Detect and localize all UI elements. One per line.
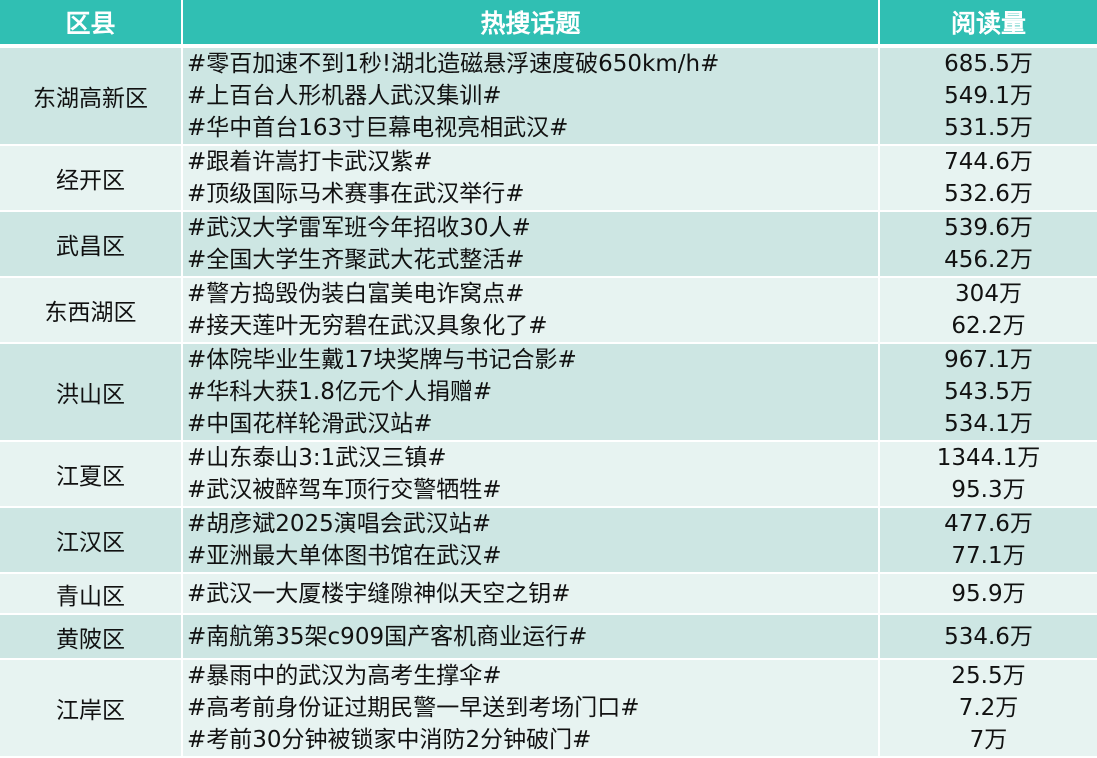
- read-count: 534.1万: [944, 411, 1033, 437]
- read-count: 685.5万: [944, 51, 1033, 77]
- topic-text: #考前30分钟被锁家中消防2分钟破门#: [187, 727, 592, 753]
- topic-text: #零百加速不到1秒!湖北造磁悬浮速度破650km/h#: [187, 51, 720, 77]
- topics-cell: #武汉大学雷军班今年招收30人# #全国大学生齐聚武大花式整活#: [182, 211, 880, 278]
- district-cell: 江夏区: [0, 441, 183, 508]
- read-count: 95.9万: [951, 580, 1026, 607]
- topics-cell: #零百加速不到1秒!湖北造磁悬浮速度破650km/h# #上百台人形机器人武汉集训…: [182, 46, 880, 146]
- topic-text: #亚洲最大单体图书馆在武汉#: [187, 543, 502, 569]
- read-count: 7万: [969, 727, 1008, 753]
- district-cell: 黄陂区: [0, 614, 183, 660]
- topic-text: #接天莲叶无穷碧在武汉具象化了#: [187, 313, 548, 339]
- topic-text: #武汉一大厦楼宇缝隙神似天空之钥#: [187, 580, 571, 607]
- topic-text: #跟着许嵩打卡武汉紫#: [187, 149, 433, 175]
- reads-cell: 1344.1万 95.3万: [879, 441, 1097, 508]
- header-reads: 阅读量: [879, 0, 1097, 48]
- topic-text: #暴雨中的武汉为高考生撑伞#: [187, 663, 502, 689]
- topic-text: #胡彦斌2025演唱会武汉站#: [187, 511, 492, 537]
- district-cell: 江岸区: [0, 659, 183, 758]
- reads-cell: 95.9万: [879, 573, 1097, 615]
- topics-cell: #暴雨中的武汉为高考生撑伞# #高考前身份证过期民警一早送到考场门口# #考前30分…: [182, 659, 880, 758]
- topics-cell: #武汉一大厦楼宇缝隙神似天空之钥#: [182, 573, 880, 615]
- read-count: 95.3万: [951, 477, 1026, 503]
- topic-text: #武汉被醉驾车顶行交警牺牲#: [187, 477, 502, 503]
- topics-cell: #警方捣毁伪装白富美电诈窝点# #接天莲叶无穷碧在武汉具象化了#: [182, 277, 880, 344]
- read-count: 62.2万: [951, 313, 1026, 339]
- topic-text: #全国大学生齐聚武大花式整活#: [187, 247, 525, 273]
- district-cell: 武昌区: [0, 211, 183, 278]
- read-count: 477.6万: [944, 511, 1033, 537]
- district-cell: 经开区: [0, 145, 183, 212]
- table-row: 青山区 #武汉一大厦楼宇缝隙神似天空之钥# 95.9万: [0, 573, 1097, 615]
- read-count: 25.5万: [951, 663, 1026, 689]
- district-cell: 东西湖区: [0, 277, 183, 344]
- reads-cell: 744.6万 532.6万: [879, 145, 1097, 212]
- read-count: 539.6万: [944, 215, 1033, 241]
- header-topic: 热搜话题: [182, 0, 880, 48]
- table-row: 武昌区 #武汉大学雷军班今年招收30人# #全国大学生齐聚武大花式整活# 539.6万…: [0, 211, 1097, 278]
- topic-text: #高考前身份证过期民警一早送到考场门口#: [187, 695, 640, 721]
- read-count: 304万: [955, 281, 1022, 307]
- read-count: 7.2万: [958, 695, 1019, 721]
- read-count: 456.2万: [944, 247, 1033, 273]
- reads-cell: 967.1万 543.5万 534.1万: [879, 343, 1097, 442]
- topic-text: #华科大获1.8亿元个人捐赠#: [187, 379, 493, 405]
- read-count: 531.5万: [944, 115, 1033, 141]
- table-row: 江岸区 #暴雨中的武汉为高考生撑伞# #高考前身份证过期民警一早送到考场门口# #考前…: [0, 659, 1097, 758]
- reads-cell: 304万 62.2万: [879, 277, 1097, 344]
- read-count: 543.5万: [944, 379, 1033, 405]
- table-row: 黄陂区 #南航第35架c909国产客机商业运行# 534.6万: [0, 614, 1097, 660]
- reads-cell: 534.6万: [879, 614, 1097, 660]
- header-row: 区县 热搜话题 阅读量: [0, 0, 1097, 48]
- topic-text: #南航第35架c909国产客机商业运行#: [187, 623, 588, 650]
- read-count: 1344.1万: [936, 445, 1041, 471]
- topics-cell: #体院毕业生戴17块奖牌与书记合影# #华科大获1.8亿元个人捐赠# #中国花样轮滑…: [182, 343, 880, 442]
- reads-cell: 25.5万 7.2万 7万: [879, 659, 1097, 758]
- table-row: 东西湖区 #警方捣毁伪装白富美电诈窝点# #接天莲叶无穷碧在武汉具象化了# 304万 6…: [0, 277, 1097, 344]
- topics-cell: #山东泰山3:1武汉三镇# #武汉被醉驾车顶行交警牺牲#: [182, 441, 880, 508]
- read-count: 549.1万: [944, 83, 1033, 109]
- topics-cell: #胡彦斌2025演唱会武汉站# #亚洲最大单体图书馆在武汉#: [182, 507, 880, 574]
- topic-text: #武汉大学雷军班今年招收30人#: [187, 215, 531, 241]
- header-district: 区县: [0, 0, 183, 48]
- table-row: 洪山区 #体院毕业生戴17块奖牌与书记合影# #华科大获1.8亿元个人捐赠# #中国花…: [0, 343, 1097, 442]
- topic-text: #顶级国际马术赛事在武汉举行#: [187, 181, 525, 207]
- district-cell: 青山区: [0, 573, 183, 615]
- read-count: 532.6万: [944, 181, 1033, 207]
- table-row: 经开区 #跟着许嵩打卡武汉紫# #顶级国际马术赛事在武汉举行# 744.6万 532.6…: [0, 145, 1097, 212]
- topic-text: #体院毕业生戴17块奖牌与书记合影#: [187, 347, 577, 373]
- district-cell: 洪山区: [0, 343, 183, 442]
- read-count: 744.6万: [944, 149, 1033, 175]
- read-count: 77.1万: [951, 543, 1026, 569]
- topic-text: #山东泰山3:1武汉三镇#: [187, 445, 447, 471]
- reads-cell: 539.6万 456.2万: [879, 211, 1097, 278]
- read-count: 534.6万: [944, 623, 1033, 650]
- topic-text: #中国花样轮滑武汉站#: [187, 411, 433, 437]
- reads-cell: 477.6万 77.1万: [879, 507, 1097, 574]
- table-row: 江夏区 #山东泰山3:1武汉三镇# #武汉被醉驾车顶行交警牺牲# 1344.1万 95.…: [0, 441, 1097, 508]
- district-cell: 江汉区: [0, 507, 183, 574]
- read-count: 967.1万: [944, 347, 1033, 373]
- table-row: 东湖高新区 #零百加速不到1秒!湖北造磁悬浮速度破650km/h# #上百台人形机器…: [0, 46, 1097, 146]
- table-row: 江汉区 #胡彦斌2025演唱会武汉站# #亚洲最大单体图书馆在武汉# 477.6万 77…: [0, 507, 1097, 574]
- topic-text: #华中首台163寸巨幕电视亮相武汉#: [187, 115, 569, 141]
- district-cell: 东湖高新区: [0, 46, 183, 146]
- topic-text: #上百台人形机器人武汉集训#: [187, 83, 502, 109]
- topics-cell: #跟着许嵩打卡武汉紫# #顶级国际马术赛事在武汉举行#: [182, 145, 880, 212]
- topics-cell: #南航第35架c909国产客机商业运行#: [182, 614, 880, 660]
- topic-text: #警方捣毁伪装白富美电诈窝点#: [187, 281, 525, 307]
- reads-cell: 685.5万 549.1万 531.5万: [879, 46, 1097, 146]
